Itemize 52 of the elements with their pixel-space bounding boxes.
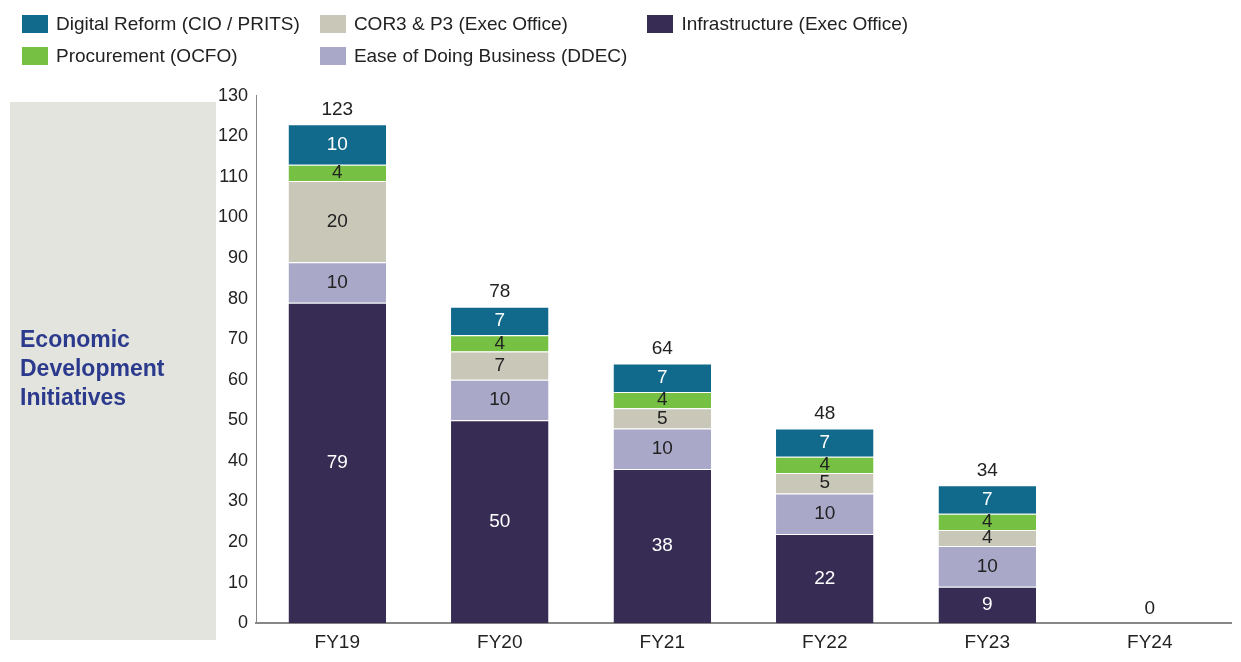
y-tick-label: 40 xyxy=(228,449,249,470)
x-tick-label: FY19 xyxy=(314,630,360,652)
y-tick-label: 50 xyxy=(228,409,249,430)
data-label: 7 xyxy=(494,309,506,331)
data-label: 7 xyxy=(981,487,993,509)
y-tick-label: 0 xyxy=(238,612,249,633)
legend-label: Digital Reform (CIO / PRITS) xyxy=(56,13,300,35)
data-label: 10 xyxy=(326,132,348,154)
data-label: 79 xyxy=(326,451,348,473)
y-tick-label: 110 xyxy=(219,165,249,186)
data-label: 38 xyxy=(651,534,673,556)
total-label: 64 xyxy=(651,337,674,359)
data-label: 20 xyxy=(326,209,348,231)
data-label: 10 xyxy=(651,436,673,458)
y-tick-label: 20 xyxy=(228,531,249,552)
y-tick-label: 90 xyxy=(228,247,249,268)
data-label: 7 xyxy=(494,353,506,375)
y-tick-label: 120 xyxy=(217,125,249,146)
legend-label: Infrastructure (Exec Office) xyxy=(681,13,909,35)
data-label: 4 xyxy=(331,161,343,183)
y-tick-label: 100 xyxy=(217,206,249,227)
data-label: 4 xyxy=(494,331,506,353)
y-tick-label: 80 xyxy=(228,287,249,308)
total-label: 0 xyxy=(1144,596,1156,618)
x-tick-label: FY23 xyxy=(964,630,1010,652)
y-tick-label: 70 xyxy=(228,328,249,349)
data-label: 7 xyxy=(656,365,668,387)
y-tick-label: 60 xyxy=(228,368,249,389)
x-tick-label: FY21 xyxy=(639,630,685,652)
data-label: 9 xyxy=(981,593,993,615)
data-label: 7 xyxy=(819,430,831,452)
x-tick-label: FY22 xyxy=(802,630,848,652)
data-label: 4 xyxy=(981,526,993,548)
y-tick-label: 130 xyxy=(217,84,249,105)
x-tick-label: FY24 xyxy=(1127,630,1173,652)
total-label: 34 xyxy=(976,459,999,480)
y-tick-label: 10 xyxy=(228,571,249,592)
data-label: 10 xyxy=(814,501,836,523)
total-label: 123 xyxy=(321,97,354,119)
data-label: 50 xyxy=(489,510,511,532)
total-label: 48 xyxy=(814,402,836,424)
total-label: 78 xyxy=(489,280,511,302)
y-tick-label: 30 xyxy=(228,490,249,511)
data-label: 10 xyxy=(976,554,998,576)
x-tick-label: FY20 xyxy=(477,630,523,652)
legend-label: COR3 & P3 (Exec Office) xyxy=(353,13,568,35)
data-label: 10 xyxy=(326,270,348,292)
data-label: 10 xyxy=(489,388,511,410)
legend-label: Ease of Doing Business (DDEC) xyxy=(353,45,628,67)
y-axis-title: Economic Development Initiatives xyxy=(20,325,166,412)
legend-label: Procurement (OCFO) xyxy=(56,45,238,67)
data-label: 22 xyxy=(814,566,836,588)
